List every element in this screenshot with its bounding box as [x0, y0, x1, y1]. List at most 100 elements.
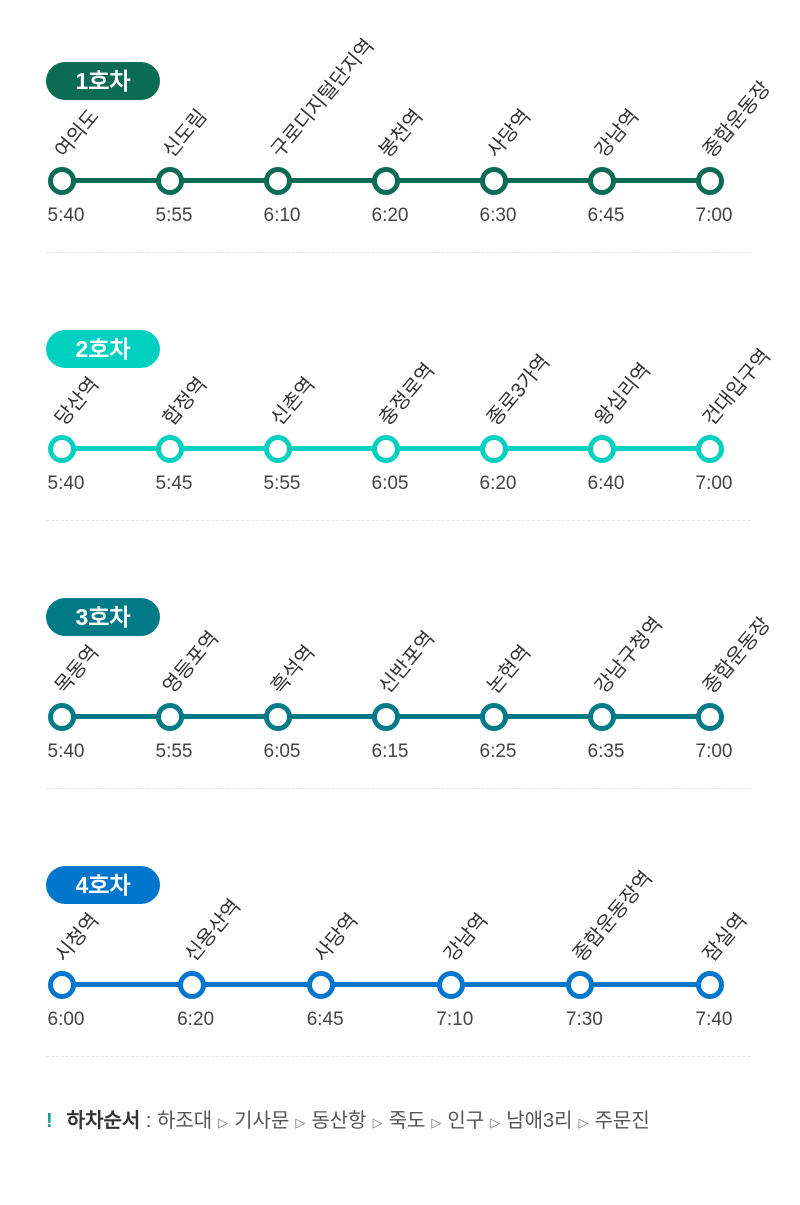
route-badge: 1호차	[46, 62, 160, 100]
stop-name: 여의도	[51, 105, 104, 162]
stop-time: 5:55	[155, 741, 193, 762]
note-label: 하차순서	[66, 1110, 141, 1132]
stop-time: 6:45	[587, 205, 625, 226]
arrow-icon: ▷	[218, 1115, 229, 1130]
stop-marker	[177, 971, 206, 999]
stop-time: 6:35	[587, 741, 625, 762]
stop-time: 6:10	[263, 205, 301, 226]
stop-name: 영등포역	[159, 627, 224, 698]
stop-time: 6:05	[371, 473, 409, 494]
drop-off-stop: 기사문	[234, 1110, 290, 1132]
stop-name: 신반포역	[375, 627, 440, 698]
stop-name: 논현역	[483, 641, 536, 698]
divider	[46, 252, 750, 253]
stop-marker	[588, 435, 616, 463]
stop-name: 구로디지털단지역	[267, 35, 379, 162]
stop-marker	[264, 435, 292, 463]
stop-name: 충정로역	[375, 359, 440, 430]
stop-name: 강남역	[591, 105, 644, 162]
drop-off-stop: 주문진	[594, 1110, 650, 1132]
stop-time: 6:15	[371, 741, 409, 762]
drop-off-stop: 동산항	[311, 1110, 367, 1132]
arrow-icon: ▷	[295, 1115, 306, 1130]
stop-marker	[480, 167, 508, 195]
divider	[46, 1056, 750, 1057]
divider	[46, 788, 750, 789]
stop-name: 건대입구역	[699, 345, 776, 430]
stop-name: 종합운동장역	[569, 867, 658, 966]
stop-marker	[588, 703, 616, 731]
drop-off-stop: 죽도	[388, 1110, 426, 1132]
stop-name: 합정역	[159, 373, 212, 430]
stop-time: 5:40	[47, 473, 85, 494]
arrow-icon: ▷	[431, 1115, 442, 1130]
stop-marker	[372, 167, 400, 195]
route-section-2: 2호차 당산역 5:40 합정역 5:45 신촌역 5:55 충정로역 6:05 종로3가역 6:2…	[0, 330, 800, 599]
stop-marker	[696, 703, 724, 731]
arrow-icon: ▷	[578, 1115, 589, 1130]
stop-name: 신촌역	[267, 373, 320, 430]
stop-time: 6:00	[47, 1009, 85, 1030]
stop-name: 왕십리역	[591, 359, 656, 430]
stop-marker	[48, 703, 76, 731]
route-section-4: 4호차 시청역 6:00 신용산역 6:20 사당역 6:45 강남역 7:10 종합운동장역 7:…	[0, 866, 800, 1135]
divider	[46, 520, 750, 521]
drop-off-stop: 하조대	[156, 1110, 213, 1132]
stop-marker	[372, 435, 400, 463]
stop-marker	[480, 703, 508, 731]
stop-marker	[436, 971, 465, 999]
stop-time: 5:45	[155, 473, 193, 494]
arrow-icon: ▷	[372, 1115, 383, 1130]
drop-off-order-note: ! 하차순서 : 하조대 ▷ 기사문 ▷ 동산항 ▷ 죽도 ▷ 인구 ▷ 남애3리 ▷ 주문진	[46, 1104, 650, 1133]
stop-time: 6:20	[177, 1009, 215, 1030]
stop-marker	[48, 167, 76, 195]
stop-time: 6:30	[479, 205, 517, 226]
stop-time: 6:40	[587, 473, 625, 494]
stop-marker	[48, 971, 76, 999]
stop-name: 사당역	[310, 909, 363, 966]
stop-name: 시청역	[51, 909, 104, 966]
stop-marker	[372, 703, 400, 731]
stop-time: 6:05	[263, 741, 301, 762]
stop-name: 종로3가역	[483, 350, 555, 430]
stop-marker	[696, 971, 724, 999]
stop-name: 강남구청역	[591, 613, 668, 698]
stop-time: 5:40	[47, 741, 85, 762]
stop-name: 사당역	[483, 105, 536, 162]
stop-marker	[696, 167, 724, 195]
stop-time: 7:10	[436, 1009, 474, 1030]
stop-marker	[156, 703, 184, 731]
stop-time: 5:55	[263, 473, 301, 494]
stop-marker	[588, 167, 616, 195]
stop-marker	[307, 971, 336, 999]
stop-name: 당산역	[51, 373, 104, 430]
stop-time: 5:40	[47, 205, 85, 226]
route-section-1: 1호차 여의도 5:40 신도림 5:55 구로디지털단지역 6:10 봉천역 6:20 사당역 6…	[0, 35, 800, 331]
stop-time: 6:45	[306, 1009, 344, 1030]
stop-time: 6:25	[479, 741, 517, 762]
stop-marker	[264, 167, 292, 195]
stop-marker	[156, 435, 184, 463]
stop-name: 봉천역	[375, 105, 428, 162]
stop-time: 7:30	[565, 1009, 603, 1030]
route-badge: 4호차	[46, 866, 160, 904]
notice-icon: !	[46, 1110, 53, 1132]
stop-marker	[566, 971, 595, 999]
stop-time: 7:40	[695, 1009, 733, 1030]
route-badge: 3호차	[46, 598, 160, 636]
stop-time: 7:00	[695, 473, 733, 494]
stop-name: 목동역	[51, 641, 104, 698]
stop-name: 종합운동장	[699, 613, 776, 698]
stop-time: 6:20	[479, 473, 517, 494]
stop-marker	[48, 435, 76, 463]
drop-off-stop: 인구	[447, 1110, 485, 1132]
arrow-icon: ▷	[490, 1115, 501, 1130]
stop-time: 5:55	[155, 205, 193, 226]
stop-name: 흑석역	[267, 641, 320, 698]
stop-name: 신도림	[159, 105, 212, 162]
stop-time: 7:00	[695, 741, 733, 762]
stop-marker	[156, 167, 184, 195]
stop-marker	[696, 435, 724, 463]
note-colon: :	[140, 1110, 157, 1132]
